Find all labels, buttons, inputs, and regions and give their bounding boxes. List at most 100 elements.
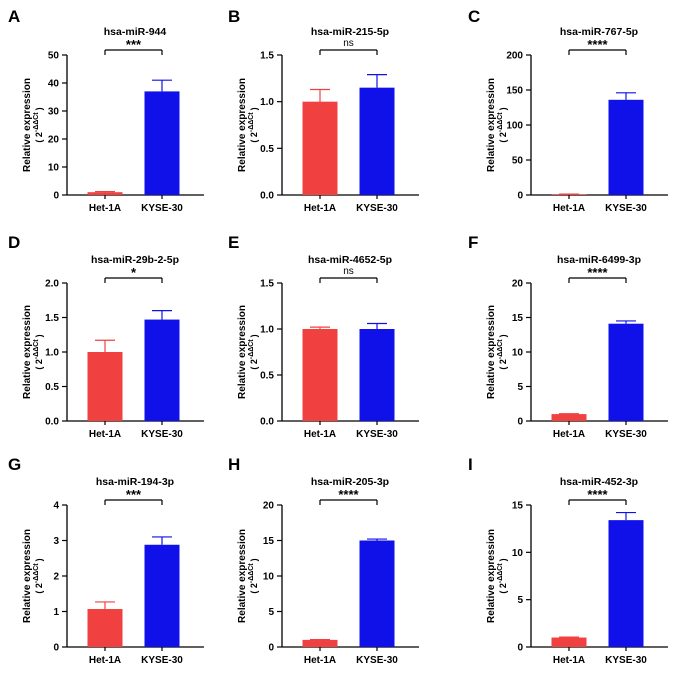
y-axis-formula: ( 2-ΔΔCt)	[33, 558, 44, 593]
y-tick-label: 4	[53, 501, 59, 512]
y-tick-label: 50	[48, 51, 60, 62]
bar-het-1a	[302, 329, 338, 421]
bar-kyse-30	[144, 544, 180, 647]
formula-close: )	[34, 107, 44, 110]
y-tick-label: 0.0	[260, 417, 274, 428]
formula-exponent: -ΔΔCt	[33, 112, 40, 132]
y-axis-label: Relative expression	[486, 529, 497, 623]
y-tick-label: 0.0	[260, 191, 274, 202]
x-tick-label: KYSE-30	[356, 203, 398, 214]
panel-letter: B	[228, 7, 240, 26]
formula-base: ( 2	[498, 359, 508, 370]
formula-close: )	[34, 334, 44, 337]
bar-het-1a	[87, 352, 123, 421]
y-tick-label: 1.0	[45, 348, 59, 359]
y-tick-label: 100	[506, 121, 523, 132]
significance-label: ****	[587, 37, 608, 52]
panel-letter: C	[468, 7, 480, 26]
formula-close: )	[249, 558, 259, 561]
x-tick-label: KYSE-30	[141, 429, 183, 440]
bar-het-1a	[551, 414, 587, 421]
significance-label: ****	[587, 487, 608, 502]
bar-kyse-30	[144, 319, 180, 421]
y-axis-formula: ( 2-ΔΔCt)	[497, 107, 508, 142]
y-tick-label: 10	[512, 548, 524, 559]
formula-base: ( 2	[34, 359, 44, 370]
y-tick-label: 2	[53, 572, 59, 583]
chart-title: hsa-miR-205-3p	[311, 476, 389, 488]
panel-letter: A	[8, 7, 20, 26]
y-tick-label: 10	[263, 572, 275, 583]
bar-kyse-30	[608, 99, 644, 195]
y-axis-formula: ( 2-ΔΔCt)	[248, 334, 259, 369]
panel-letter: G	[8, 455, 21, 474]
y-tick-label: 10	[48, 163, 60, 174]
y-tick-label: 15	[512, 313, 524, 324]
y-axis-label: Relative expression	[486, 305, 497, 399]
x-tick-label: Het-1A	[304, 429, 336, 440]
chart-title: hsa-miR-452-3p	[560, 476, 638, 488]
x-tick-label: Het-1A	[553, 203, 585, 214]
x-tick-label: KYSE-30	[141, 203, 183, 214]
y-tick-label: 0.0	[45, 417, 59, 428]
y-tick-label: 5	[517, 382, 523, 393]
bar-kyse-30	[608, 520, 644, 647]
x-tick-label: KYSE-30	[356, 655, 398, 666]
x-tick-label: Het-1A	[89, 203, 121, 214]
bar-kyse-30	[359, 87, 395, 195]
y-axis-label: Relative expression	[486, 78, 497, 172]
formula-exponent: -ΔΔCt	[497, 563, 504, 583]
bar-kyse-30	[144, 91, 180, 195]
y-axis-label: Relative expression	[237, 78, 248, 172]
y-tick-label: 0	[517, 417, 523, 428]
bar-kyse-30	[359, 329, 395, 421]
significance-label: ****	[338, 487, 359, 502]
x-tick-label: KYSE-30	[605, 203, 647, 214]
x-tick-label: Het-1A	[304, 655, 336, 666]
y-tick-label: 30	[48, 107, 60, 118]
formula-close: )	[498, 558, 508, 561]
formula-exponent: -ΔΔCt	[33, 563, 40, 583]
significance-label: ***	[126, 487, 142, 502]
y-tick-label: 10	[512, 348, 524, 359]
y-axis-formula: ( 2-ΔΔCt)	[248, 558, 259, 593]
formula-exponent: -ΔΔCt	[248, 112, 255, 132]
y-tick-label: 20	[48, 135, 60, 146]
y-tick-label: 0.5	[260, 144, 274, 155]
formula-base: ( 2	[498, 132, 508, 143]
y-axis-formula: ( 2-ΔΔCt)	[248, 107, 259, 142]
chart-title: hsa-miR-4652-5p	[308, 254, 392, 266]
formula-close: )	[249, 107, 259, 110]
formula-exponent: -ΔΔCt	[248, 563, 255, 583]
x-tick-label: KYSE-30	[605, 655, 647, 666]
y-axis-formula: ( 2-ΔΔCt)	[497, 334, 508, 369]
chart-title: hsa-miR-29b-2-5p	[91, 254, 179, 266]
panel-letter: I	[468, 455, 473, 474]
y-axis-formula: ( 2-ΔΔCt)	[497, 558, 508, 593]
y-tick-label: 20	[263, 501, 275, 512]
y-tick-label: 0	[53, 643, 59, 654]
x-tick-label: Het-1A	[553, 429, 585, 440]
y-tick-label: 15	[512, 501, 524, 512]
y-tick-label: 0.5	[260, 371, 274, 382]
significance-label: ns	[343, 38, 354, 49]
y-tick-label: 20	[512, 279, 524, 290]
formula-exponent: -ΔΔCt	[497, 112, 504, 132]
y-tick-label: 200	[506, 51, 523, 62]
formula-close: )	[249, 334, 259, 337]
formula-base: ( 2	[34, 132, 44, 143]
y-axis-formula: ( 2-ΔΔCt)	[33, 107, 44, 142]
y-tick-label: 5	[517, 595, 523, 606]
y-tick-label: 40	[48, 79, 60, 90]
bar-het-1a	[551, 637, 587, 647]
significance-label: ****	[587, 265, 608, 280]
panel-letter: H	[228, 455, 240, 474]
x-tick-label: KYSE-30	[356, 429, 398, 440]
panel-letter: F	[468, 233, 478, 252]
